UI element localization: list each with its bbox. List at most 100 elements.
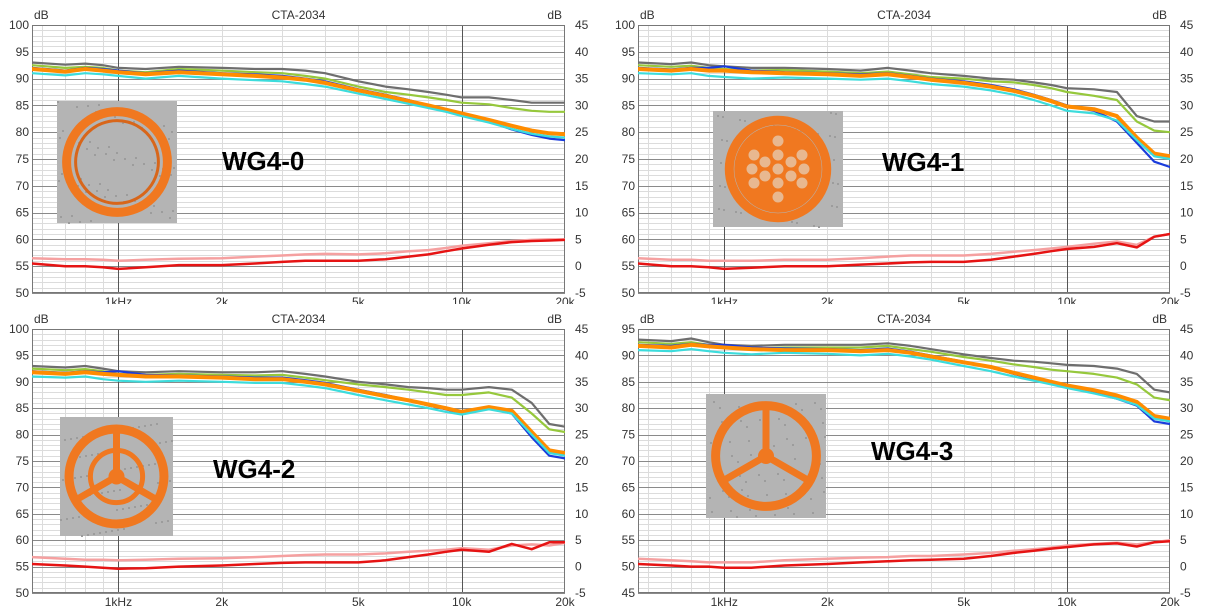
texture-dot — [79, 221, 81, 223]
waveguide-inner-lip — [74, 119, 160, 205]
series-line-red — [32, 238, 565, 271]
texture-dot — [822, 422, 824, 424]
texture-dot — [87, 534, 89, 536]
waveguide-label: WG4-1 — [882, 147, 964, 177]
texture-dot — [136, 466, 138, 468]
y-tick-right: 10 — [1180, 507, 1194, 521]
y-tick-left: 90 — [622, 348, 636, 362]
waveguide-perforated-plate-icon — [713, 111, 843, 228]
texture-dot — [107, 189, 109, 191]
texture-dot — [74, 477, 76, 479]
texture-dot — [786, 438, 788, 440]
texture-dot — [171, 131, 173, 133]
texture-dot — [62, 130, 64, 132]
texture-dot — [167, 520, 169, 522]
left-axis-unit: dB — [34, 312, 49, 326]
texture-dot — [80, 178, 82, 180]
x-tick-label: 20k — [1160, 595, 1180, 609]
texture-dot — [759, 419, 761, 421]
y-tick-left: 80 — [16, 125, 30, 139]
texture-dot — [792, 444, 794, 446]
right-axis-unit: dB — [1152, 312, 1167, 326]
y-tick-left: 75 — [622, 428, 636, 442]
y-tick-left: 55 — [622, 533, 636, 547]
texture-dot — [140, 505, 142, 507]
chart-title: CTA-2034 — [272, 312, 326, 326]
texture-dot — [171, 440, 173, 442]
waveguide-spokes — [718, 402, 814, 485]
texture-dot — [721, 421, 723, 423]
perforation-hole — [748, 177, 760, 189]
y-tick-left: 75 — [16, 152, 30, 166]
y-tick-left: 90 — [622, 72, 636, 86]
texture-dot — [745, 481, 747, 483]
texture-dot — [719, 407, 721, 409]
texture-dot — [58, 180, 60, 182]
texture-dot — [61, 173, 63, 175]
texture-dot — [119, 489, 121, 491]
x-tick-label: 2k — [215, 595, 229, 609]
y-tick-left: 50 — [622, 286, 636, 300]
texture-dot — [114, 116, 116, 118]
texture-dot — [728, 496, 730, 498]
texture-dot — [821, 477, 823, 479]
right-axis-unit: dB — [1152, 8, 1167, 22]
texture-dot — [76, 437, 78, 439]
y-tick-right: 40 — [575, 45, 589, 59]
series-group — [638, 61, 1170, 271]
texture-dot — [86, 148, 88, 150]
texture-dot — [812, 512, 814, 514]
y-tick-right: 35 — [1180, 375, 1194, 389]
y-tick-right: 45 — [575, 18, 589, 32]
texture-dot — [719, 185, 721, 187]
y-tick-right: 35 — [1180, 72, 1194, 86]
series-line-cyan — [32, 375, 565, 457]
y-tick-left: 90 — [16, 72, 30, 86]
texture-dot — [836, 206, 838, 208]
texture-dot — [156, 423, 158, 425]
texture-dot — [99, 183, 101, 185]
texture-dot — [787, 507, 789, 509]
x-tick-label: 1kHz — [105, 595, 132, 609]
y-tick-right: 30 — [575, 98, 589, 112]
series-line-gray — [32, 61, 565, 104]
y-tick-right: 5 — [1180, 232, 1187, 246]
texture-dot — [729, 441, 731, 443]
perforation-hole — [772, 163, 784, 175]
texture-dot — [173, 167, 175, 169]
texture-dot — [722, 116, 724, 118]
series-line-cyan — [638, 72, 1170, 161]
texture-dot — [794, 458, 796, 460]
texture-dot — [71, 215, 73, 217]
texture-dot — [79, 456, 81, 458]
texture-dot — [60, 216, 62, 218]
texture-dot — [68, 222, 70, 224]
y-tick-right: 45 — [1180, 322, 1194, 336]
texture-dot — [85, 455, 87, 457]
texture-dot — [744, 120, 746, 122]
texture-dot — [796, 222, 798, 224]
texture-dot — [774, 514, 776, 516]
chart-panel: 1009590858075706560555045403530252015105… — [9, 312, 589, 609]
texture-dot — [115, 195, 117, 197]
y-tick-left: 65 — [16, 206, 30, 220]
texture-dot — [834, 136, 836, 138]
perforation-hole — [785, 156, 797, 168]
series-line-pink — [32, 238, 565, 263]
texture-dot — [791, 221, 793, 223]
texture-dot — [747, 495, 749, 497]
y-tick-right: 35 — [575, 72, 589, 86]
texture-dot — [170, 174, 172, 176]
texture-dot — [748, 440, 750, 442]
perforation-hole — [785, 170, 797, 182]
texture-dot — [766, 494, 768, 496]
texture-dot — [818, 226, 820, 228]
perforation-hole — [796, 177, 808, 189]
perforation-hole — [798, 163, 810, 175]
texture-dot — [128, 507, 130, 509]
texture-dot — [124, 158, 126, 160]
y-tick-right: 15 — [1180, 179, 1194, 193]
texture-dot — [124, 468, 126, 470]
texture-dot — [735, 211, 737, 213]
x-tick-label: 10k — [1057, 595, 1077, 609]
